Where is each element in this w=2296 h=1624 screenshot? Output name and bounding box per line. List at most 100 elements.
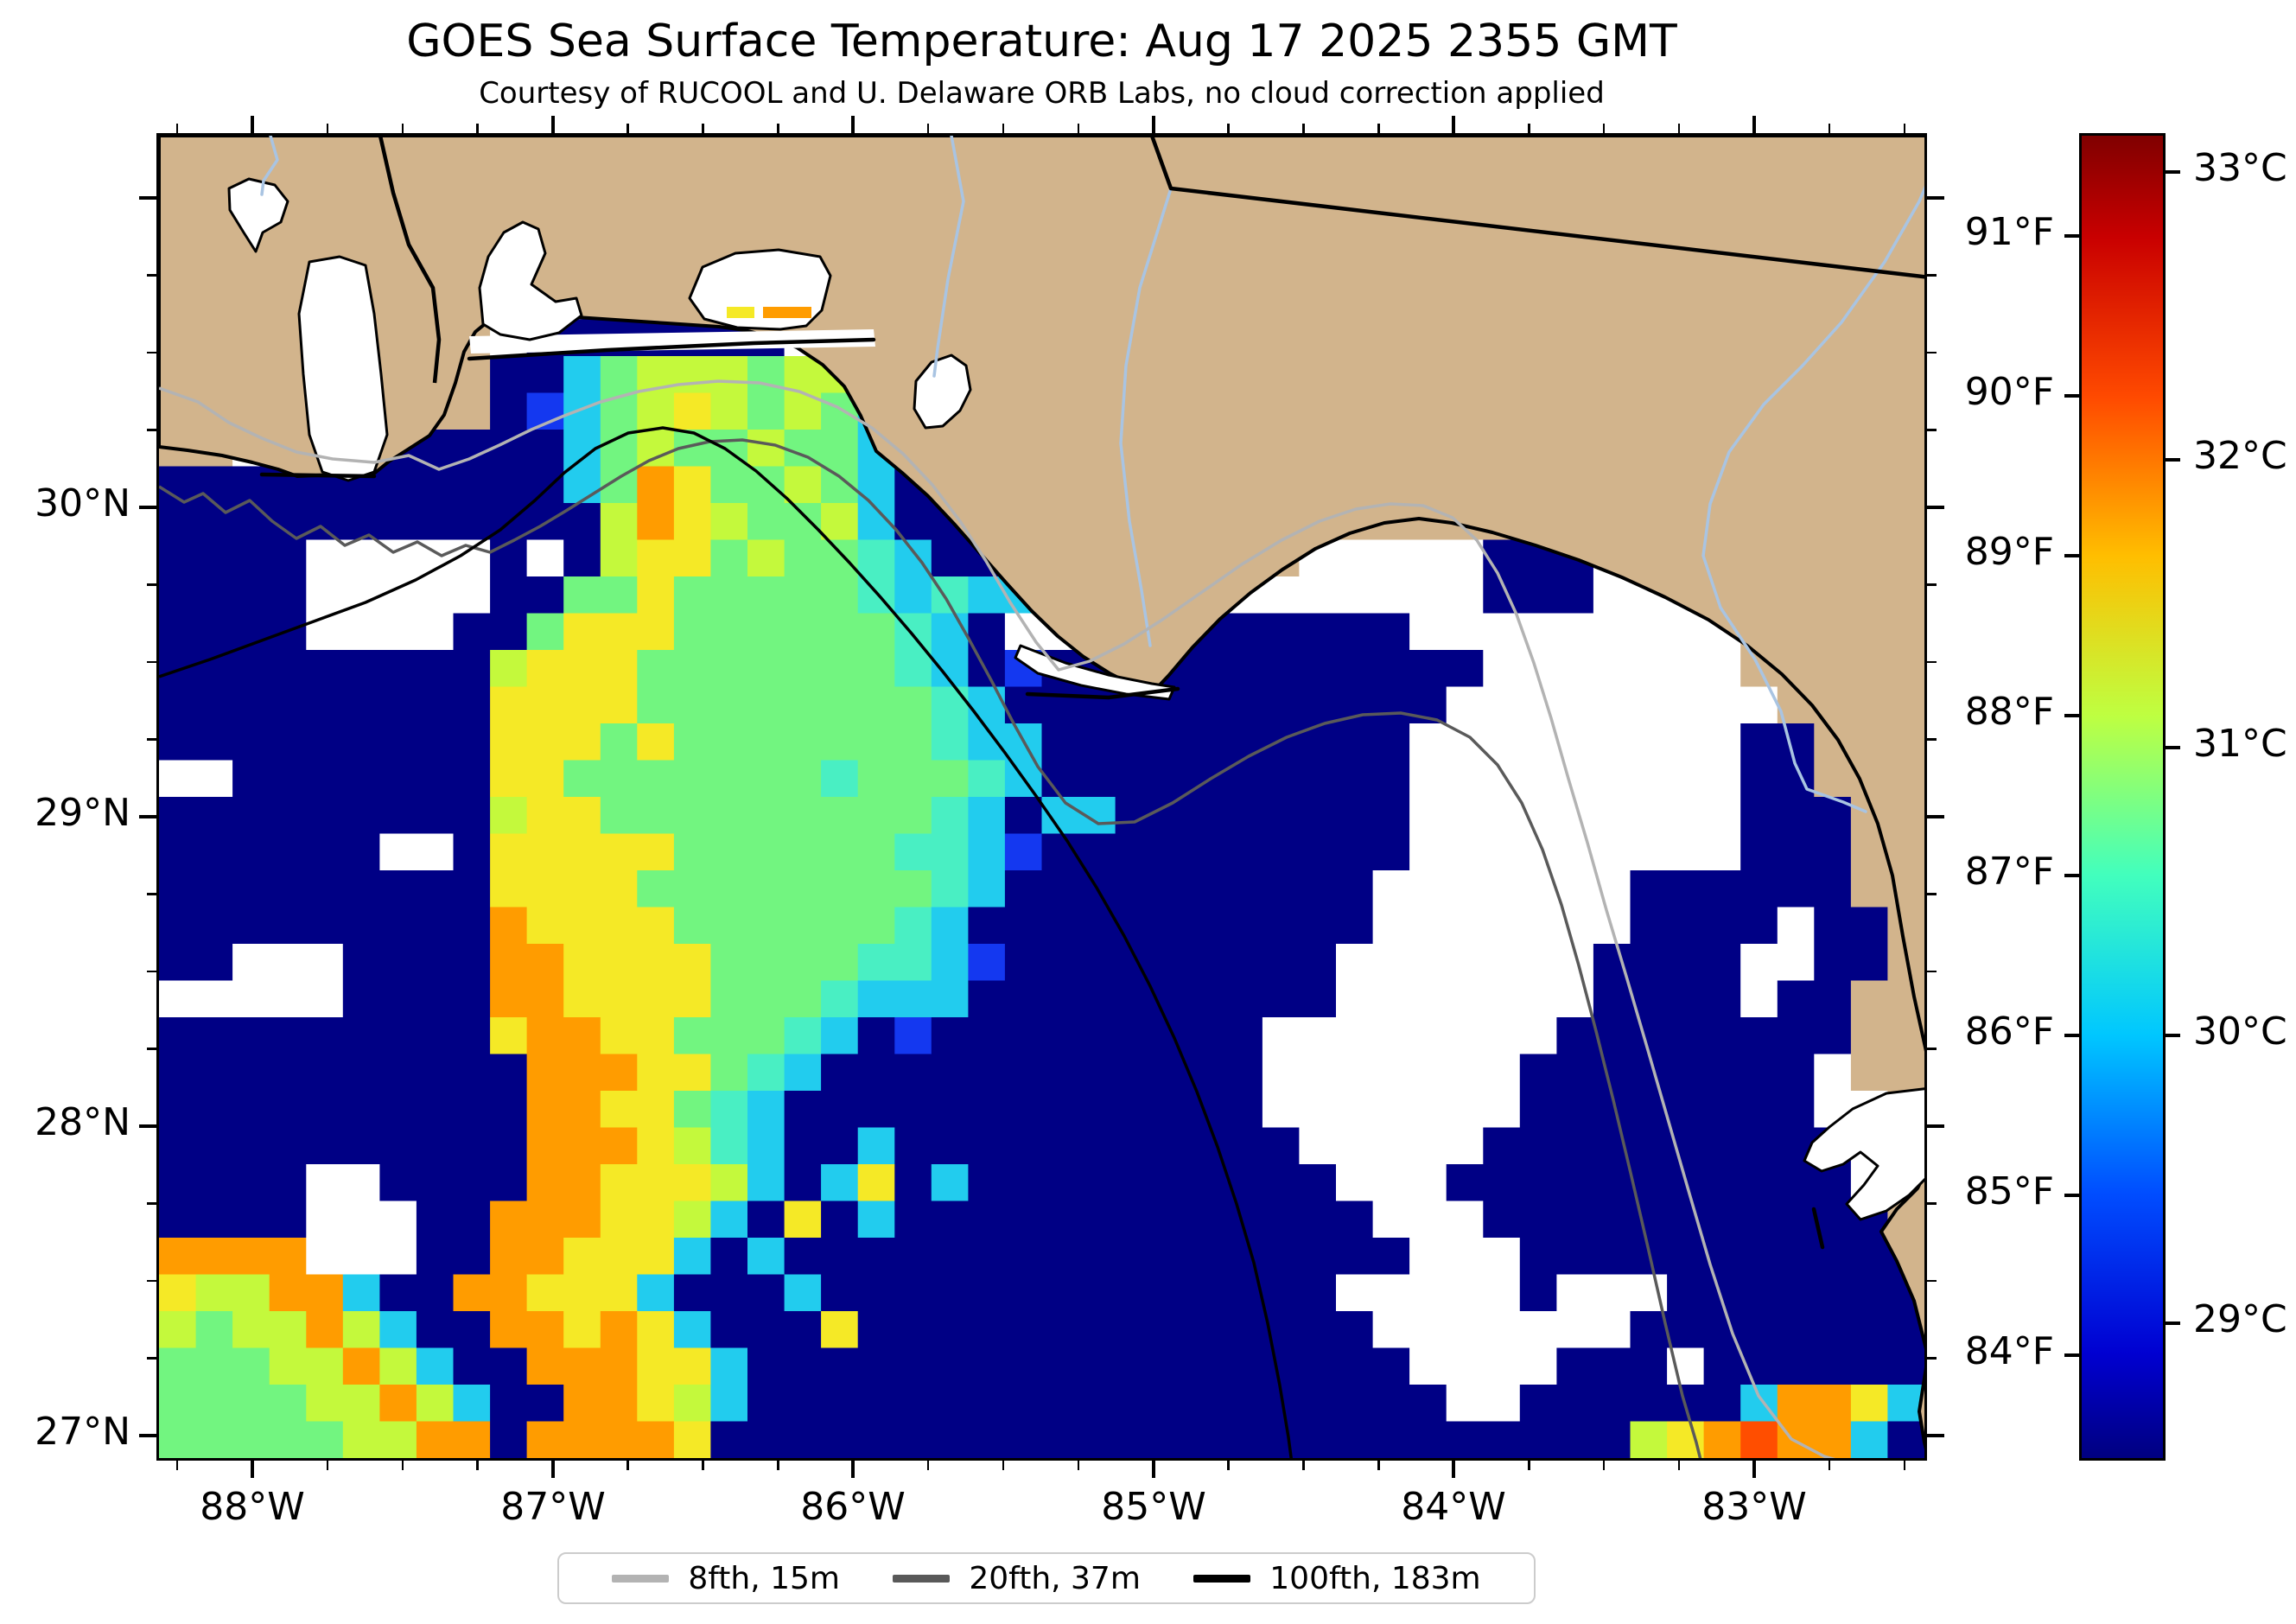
x-minor-tick	[1077, 1461, 1080, 1470]
sst-cell-run	[159, 870, 491, 908]
sst-cell-run	[490, 576, 564, 615]
sst-cell-run	[673, 1421, 712, 1458]
sst-cell-run	[490, 1311, 564, 1349]
depth-contour-legend: 8fth, 15m 20fth, 37m 100fth, 183m	[557, 1552, 1536, 1604]
sst-cell-run	[637, 650, 895, 688]
x-minor-tick	[401, 1461, 404, 1470]
sst-cell-run	[379, 833, 455, 871]
sst-cell-run	[857, 1200, 895, 1239]
x-minor-tick	[1677, 1461, 1681, 1470]
colorbar-f-label: 86°F	[1964, 1009, 2054, 1054]
sst-cell-run	[1740, 1421, 1778, 1458]
sst-cell-run	[637, 430, 675, 468]
panhandle-river	[932, 136, 965, 378]
sst-cell-run	[1630, 1311, 1924, 1349]
sst-cell-run	[747, 1164, 785, 1202]
sst-cell-run	[1409, 760, 1741, 798]
sst-cell-run	[784, 1164, 822, 1202]
y-tick-label: 29°N	[35, 791, 130, 835]
y-minor-tick-right	[1927, 738, 1937, 741]
sst-cell-run	[1850, 1054, 1924, 1092]
sst-cell-run	[526, 1274, 638, 1312]
warm-pixel-dash	[727, 307, 754, 318]
sst-cell-run	[673, 1127, 712, 1165]
sst-cell-run	[379, 1385, 417, 1423]
sst-cell-run	[784, 1017, 822, 1055]
x-tick-label: 83°W	[1701, 1485, 1807, 1529]
legend-item-20fth: 20fth, 37m	[893, 1561, 1141, 1596]
sst-cell-run	[1004, 797, 1043, 835]
sst-cell-run	[490, 1017, 528, 1055]
sst-cell-run	[159, 1274, 197, 1312]
y-minor-tick-right	[1927, 274, 1937, 277]
sst-cell-run	[1372, 1200, 1484, 1239]
sst-cell-run	[894, 1127, 1301, 1165]
sst-cell-run	[342, 1347, 380, 1385]
sst-cell-run	[637, 1127, 675, 1165]
y-major-tick	[139, 814, 156, 819]
sst-cell-run	[968, 980, 1337, 1018]
colorbar-f-label: 87°F	[1964, 850, 2054, 894]
sst-cell-run	[159, 1127, 528, 1165]
sst-cell-run	[821, 1200, 859, 1239]
sst-cell-run	[894, 833, 969, 871]
y-minor-tick	[147, 1202, 156, 1205]
sst-cell-run	[1593, 980, 1741, 1018]
sst-cell-run	[857, 1017, 895, 1055]
y-minor-tick-right	[1927, 1357, 1937, 1360]
x-minor-tick	[175, 1461, 179, 1470]
sst-cell-run	[968, 833, 1006, 871]
sst-cell-run	[526, 1421, 675, 1458]
sst-cell-run	[673, 613, 895, 651]
sst-cell-run	[159, 1091, 528, 1129]
apalachicola-lagoon	[1014, 644, 1176, 701]
sst-cell-run	[894, 1164, 932, 1202]
sst-cell-run	[306, 1385, 380, 1423]
sst-cell-run	[968, 613, 1006, 651]
sst-cell-run	[1850, 1385, 1889, 1423]
sst-cell-run	[563, 1385, 638, 1423]
sst-cell-run	[490, 1421, 528, 1458]
sst-cell-run	[710, 1054, 748, 1092]
sst-cell-run	[821, 1164, 859, 1202]
x-minor-tick-top	[1302, 124, 1305, 133]
y-minor-tick	[147, 1279, 156, 1283]
sst-cell-run	[894, 907, 932, 945]
sst-cell-run	[159, 1164, 307, 1202]
y-minor-tick	[147, 893, 156, 895]
sst-cell-run	[1519, 1274, 1557, 1312]
sst-cell-run	[600, 539, 638, 577]
sst-cell-run	[673, 1200, 712, 1239]
sst-cell-run	[1556, 1274, 1668, 1312]
delta-bay	[227, 177, 289, 253]
sst-cell-run	[1483, 1127, 1852, 1165]
colorbar-f-tick	[2064, 714, 2079, 717]
sst-cell-run	[416, 1200, 491, 1239]
sst-cell-run	[1850, 1421, 1889, 1458]
legend-label-20fth: 20fth, 37m	[969, 1560, 1141, 1596]
sst-cell-run	[1446, 1385, 1521, 1423]
sst-cell-run	[673, 1385, 712, 1423]
sst-cell-run	[637, 686, 932, 724]
sst-cell-run	[1483, 650, 1741, 688]
sst-cell-run	[1336, 1164, 1447, 1202]
sst-cell-run	[1740, 1385, 1778, 1423]
sst-cell-run	[673, 466, 712, 504]
sst-cell-run	[526, 650, 638, 688]
sst-cell-run	[490, 797, 528, 835]
sst-cell-run	[673, 576, 859, 615]
sst-cell-run	[342, 980, 491, 1018]
sst-cell-run	[1409, 1347, 1557, 1385]
sst-cell-run	[342, 1421, 417, 1458]
sst-cell-run	[1740, 833, 1852, 871]
sst-cell-run	[490, 1200, 601, 1239]
santa-rosa-island	[467, 337, 876, 361]
sst-cell-run	[306, 613, 455, 651]
y-major-tick-right	[1927, 814, 1944, 819]
y-minor-tick-right	[1927, 583, 1937, 586]
colorbar-c-label: 31°C	[2193, 722, 2287, 766]
x-tick-label: 87°W	[500, 1485, 606, 1529]
colorbar-c-label: 33°C	[2193, 146, 2287, 190]
colorbar-c-label: 29°C	[2193, 1297, 2287, 1341]
colorbar-f-tick	[2064, 874, 2079, 877]
